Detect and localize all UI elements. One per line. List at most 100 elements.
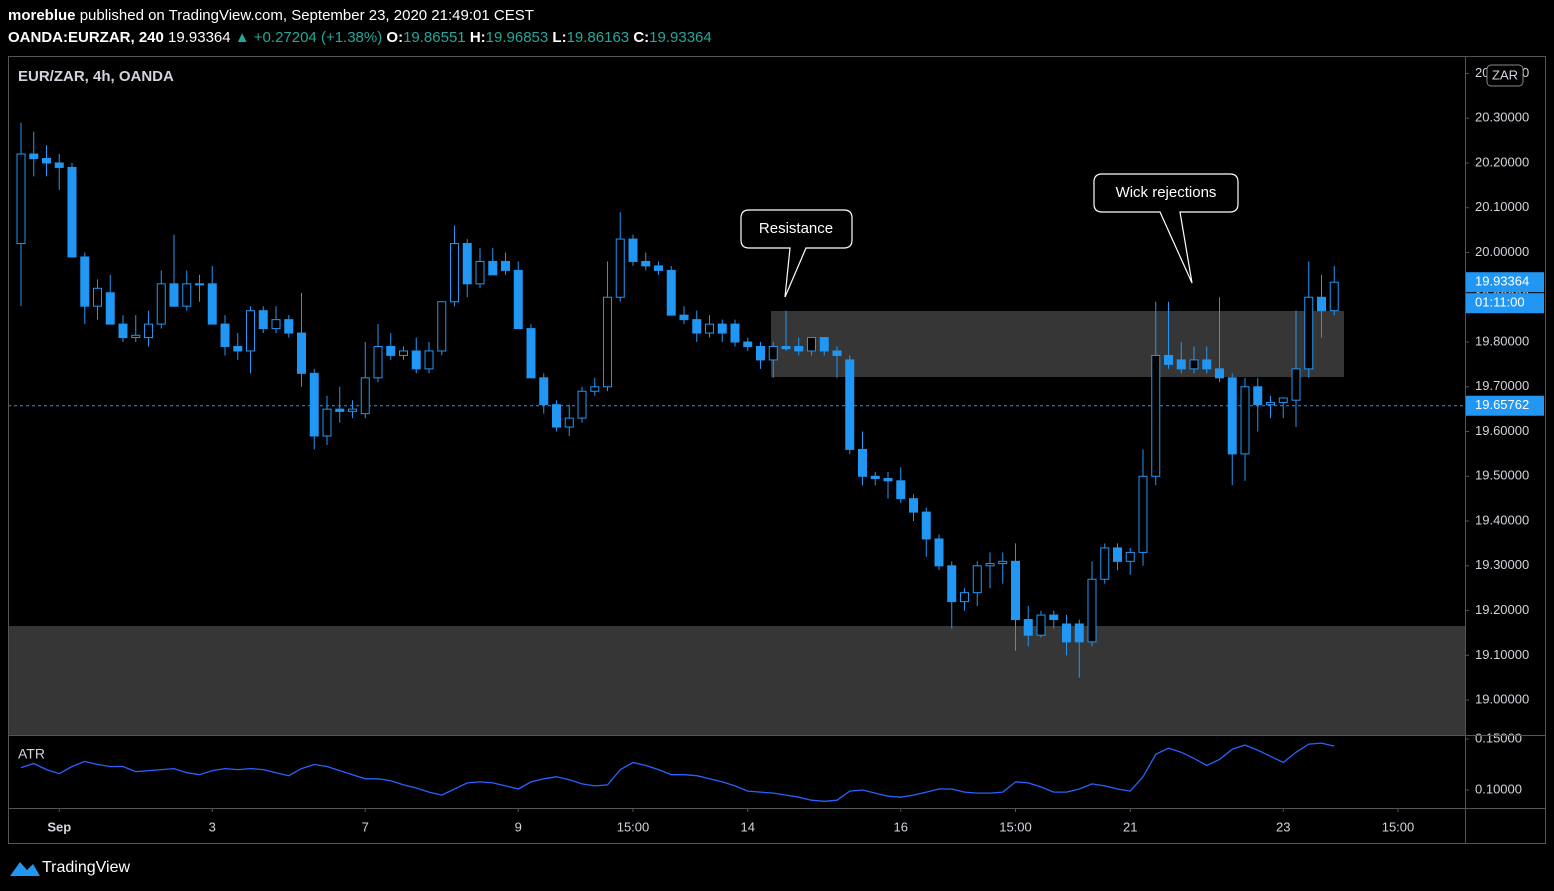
- candle-body: [16, 153, 26, 245]
- marks: 19.00000 19.10000 19.20000 19.30000 19.40000…: [8, 64, 1544, 834]
- candle-body: [411, 350, 421, 370]
- x-tick-label: 15:00: [1382, 819, 1415, 834]
- y-tick-label: 19.40000: [1475, 512, 1529, 527]
- header-line: moreblue published on TradingView.com, S…: [8, 7, 534, 24]
- candle-body: [424, 350, 434, 370]
- candle-body: [756, 345, 765, 361]
- candle-body: [717, 323, 727, 334]
- candle-body: [781, 345, 791, 350]
- candle-body: [1100, 547, 1110, 580]
- candle-body: [488, 260, 498, 276]
- candle-body: [373, 345, 383, 379]
- candle-body: [399, 350, 408, 356]
- y-tick-label: 19.20000: [1475, 602, 1529, 617]
- y-tick-label: 20.00000: [1475, 244, 1529, 259]
- candle-body: [335, 408, 345, 412]
- chart-title: EUR/ZAR, 4h, OANDA: [18, 68, 174, 85]
- support-zone: [8, 626, 1465, 735]
- symbol: OANDA:EURZAR, 240: [8, 29, 164, 46]
- candle-body: [1240, 386, 1250, 455]
- candle-body: [1278, 397, 1288, 403]
- candle-body: [360, 377, 370, 415]
- candle-body: [858, 448, 867, 477]
- candle-body: [896, 480, 906, 500]
- candle-body: [654, 265, 663, 271]
- candle-body: [1291, 368, 1301, 401]
- x-tick-label: 21: [1123, 819, 1137, 834]
- x-tick-label: 16: [894, 819, 908, 834]
- chart-pane: [8, 311, 1465, 735]
- candle-body: [29, 153, 39, 159]
- candle-body: [666, 269, 676, 316]
- candle-body: [450, 243, 459, 303]
- candle-body: [743, 341, 753, 347]
- candle-body: [960, 592, 969, 603]
- candle-body: [42, 157, 51, 164]
- x-tick-label: 3: [209, 819, 216, 834]
- candle-body: [909, 498, 918, 513]
- last-price-box: [1466, 272, 1544, 293]
- candle-body: [1317, 296, 1326, 312]
- currency-badge: [1486, 64, 1524, 87]
- frame: [8, 56, 1546, 844]
- candle-body: [1215, 368, 1224, 379]
- marker-price-label: 19.65762: [1475, 397, 1529, 412]
- candle-body: [501, 260, 510, 271]
- callout: [740, 209, 853, 298]
- logo-text: TradingView: [42, 859, 130, 876]
- y-tick-label: 19.70000: [1475, 378, 1529, 393]
- candle-body: [870, 475, 880, 480]
- candle-body: [1189, 359, 1199, 370]
- atr-line: [20, 742, 1335, 802]
- candle-body: [1266, 401, 1275, 406]
- y-tick-label: 0.15000: [1475, 730, 1522, 745]
- candle-body: [322, 408, 332, 437]
- candle-body: [462, 243, 472, 285]
- candle-body: [1113, 547, 1122, 562]
- candle-body: [1074, 623, 1084, 643]
- y-tick-label: 20.10000: [1475, 199, 1529, 214]
- candle-body: [67, 166, 77, 258]
- candle-body: [641, 260, 651, 267]
- candle-body: [1176, 359, 1186, 370]
- marker-price-box: [1466, 395, 1544, 416]
- y-tick-label: 19.80000: [1475, 333, 1529, 348]
- logo-icon: [10, 862, 40, 876]
- indicator-title: ATR: [18, 746, 45, 762]
- candle-body: [615, 238, 625, 298]
- author: moreblue: [8, 7, 76, 24]
- candle-body: [603, 296, 612, 388]
- candle-body: [985, 563, 995, 567]
- y-tick-label: 20.20000: [1475, 154, 1529, 169]
- o-label: O:: [386, 29, 403, 46]
- h-value: 19.96853: [486, 29, 549, 46]
- candle-body: [54, 162, 64, 168]
- outer-border: [8, 56, 1546, 844]
- candle-body: [768, 345, 778, 361]
- y-tick-label: 19.60000: [1475, 423, 1529, 438]
- currency-label: ZAR: [1492, 67, 1518, 82]
- candle-body: [297, 332, 306, 374]
- candle-body: [705, 323, 714, 334]
- candle-body: [1125, 551, 1135, 562]
- candle-body: [1151, 354, 1161, 477]
- candle-body: [526, 328, 536, 379]
- symbol-line: OANDA:EURZAR, 240 19.93364 ▲ +0.27204 (+…: [8, 29, 712, 46]
- candle-body: [628, 238, 638, 262]
- x-tick-label: Sep: [47, 819, 71, 834]
- y-tick-label: 20.30000: [1475, 110, 1529, 125]
- candle-body: [972, 565, 982, 594]
- o-value: 19.86551: [403, 29, 466, 46]
- published: published on TradingView.com, September …: [80, 7, 534, 24]
- candle-body: [590, 386, 600, 392]
- candle-body: [1329, 281, 1339, 312]
- candle-body: [169, 283, 179, 307]
- candle-body: [794, 345, 804, 352]
- candle-body: [998, 560, 1008, 565]
- candle-body: [1049, 614, 1059, 621]
- candle-body: [182, 283, 192, 307]
- candle-body: [1087, 578, 1097, 643]
- candle-body: [118, 323, 128, 339]
